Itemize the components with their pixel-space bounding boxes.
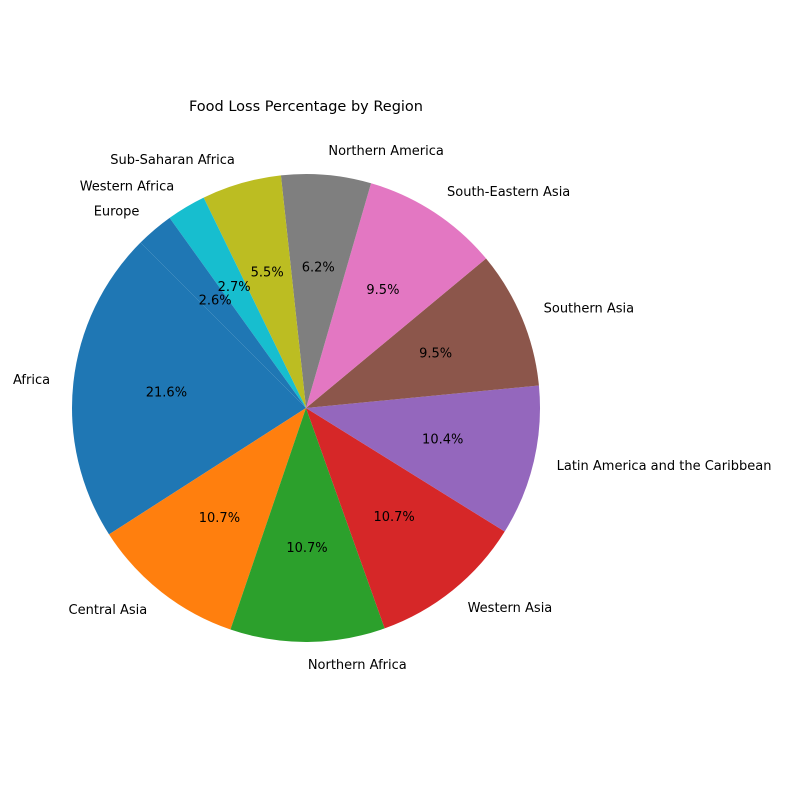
slice-percent-label: 2.7% xyxy=(218,280,251,295)
slice-label: Western Africa xyxy=(80,179,175,194)
slice-label: Sub-Saharan Africa xyxy=(110,153,235,168)
pie-slice xyxy=(306,258,539,408)
pie-slice xyxy=(306,183,487,408)
pie-slice xyxy=(140,217,306,408)
pie-slice xyxy=(280,174,372,408)
slice-percent-label: 21.6% xyxy=(146,385,187,400)
slice-label: Western Asia xyxy=(468,601,553,616)
chart-title: Food Loss Percentage by Region xyxy=(189,99,423,115)
labels-layer: Africa Central Asia Northern Africa Western… xyxy=(13,144,771,673)
slice-percent-label: 2.6% xyxy=(199,293,232,308)
slice-percent-label: 6.2% xyxy=(302,261,335,276)
slice-percent-label: 9.5% xyxy=(366,283,399,298)
pie-slice xyxy=(109,408,306,630)
slices-layer xyxy=(71,174,540,642)
pie-slice xyxy=(169,197,306,408)
pie-slice xyxy=(230,408,385,642)
pie-slice xyxy=(71,242,306,535)
slice-label: Southern Asia xyxy=(544,302,635,317)
pie-slice xyxy=(203,175,306,408)
slice-label: Europe xyxy=(94,204,140,219)
pie-slice xyxy=(306,408,505,629)
slice-percent-label: 10.4% xyxy=(422,432,463,447)
slice-label: Latin America and the Caribbean xyxy=(557,459,772,474)
slice-percent-label: 10.7% xyxy=(199,511,240,526)
slice-percent-label: 10.7% xyxy=(373,510,414,525)
slice-label: Central Asia xyxy=(69,603,148,618)
pie-slice xyxy=(306,385,540,532)
percent-labels-layer: 21.6% 10.7% 10.7% 10.7% 10.4% 9.5% 9.5% 6.2% 5.5… xyxy=(146,261,464,556)
slice-percent-label: 10.7% xyxy=(286,541,327,556)
slice-percent-label: 9.5% xyxy=(419,347,452,362)
slice-label: Africa xyxy=(13,373,50,388)
slice-label: Northern Africa xyxy=(308,658,407,673)
slice-label: South-Eastern Asia xyxy=(447,185,570,200)
slice-label: Northern America xyxy=(328,144,443,159)
slice-percent-label: 5.5% xyxy=(251,266,284,281)
